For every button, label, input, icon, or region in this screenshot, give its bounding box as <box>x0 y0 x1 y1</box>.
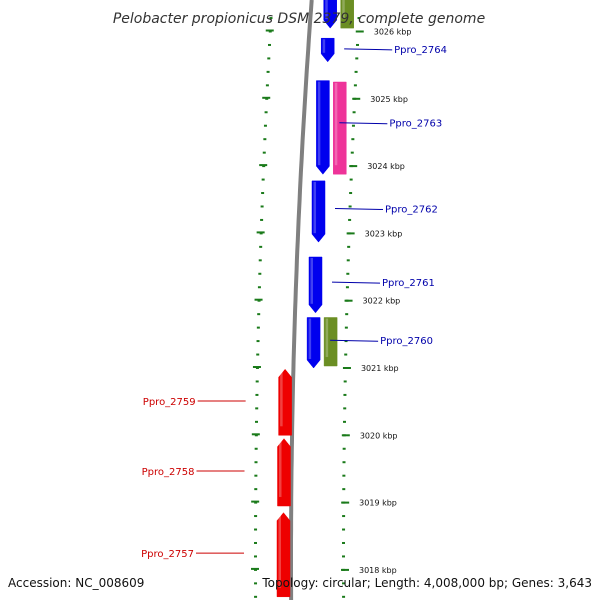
feature-forward-cds-highlight <box>325 0 328 20</box>
gene-label: Ppro_2761 <box>382 278 435 289</box>
feature-ppro-2759-highlight <box>280 370 283 427</box>
gene-label: Ppro_2758 <box>142 467 195 478</box>
tick-label: 3023 kbp <box>365 229 403 238</box>
genome-summary-text: Topology: circular; Length: 4,008,000 bp… <box>261 576 592 590</box>
gene-label: Ppro_2764 <box>394 45 447 56</box>
feature-ppro-2764-highlight <box>322 39 326 53</box>
feature-ppro-2757 <box>276 512 291 598</box>
gene-label: Ppro_2759 <box>143 397 196 408</box>
feature-rna-magenta <box>333 81 347 175</box>
feature-ppro-2758 <box>277 438 291 507</box>
label-leader <box>339 122 388 125</box>
feature-ppro-2758-highlight <box>279 439 282 497</box>
label-layer: Ppro_2764 Ppro_2763 Ppro_2762 Ppro_2761 Ppro… <box>141 45 447 560</box>
backbone-line <box>289 0 314 600</box>
feature-ppro-2760-highlight <box>308 318 312 359</box>
feature-ppro-2763 <box>316 80 330 175</box>
feature-ppro-2759 <box>278 368 292 436</box>
feature-forward-cds <box>323 0 337 29</box>
label-leader <box>335 207 384 210</box>
feature-olive-feature-highlight <box>325 318 329 357</box>
map-title: Pelobacter propionicus DSM 2379, complet… <box>113 11 485 27</box>
feature-rna-magenta-highlight <box>334 82 338 166</box>
tick-label: 3018 kbp <box>359 566 397 575</box>
tick-label: 3024 kbp <box>367 162 405 171</box>
feature-olive-feature-highlight <box>342 0 345 20</box>
tick-label: 3026 kbp <box>374 28 412 37</box>
feature-ppro-2757-highlight <box>278 513 282 588</box>
label-leader <box>330 339 379 342</box>
feature-ppro-2763-highlight <box>317 81 321 166</box>
feature-layer <box>276 0 354 598</box>
gene-label: Ppro_2757 <box>141 549 194 560</box>
feature-olive-feature <box>340 0 354 29</box>
feature-olive-feature <box>323 317 338 367</box>
feature-ppro-2760 <box>306 317 321 369</box>
tick-label: 3022 kbp <box>363 297 401 306</box>
label-leader <box>331 281 381 284</box>
gene-label: Ppro_2762 <box>385 204 438 215</box>
feature-ppro-2761 <box>308 256 323 314</box>
backbone-layer <box>289 0 314 600</box>
feature-ppro-2762 <box>311 180 326 243</box>
label-leader <box>344 48 393 51</box>
tick-label: 3021 kbp <box>361 364 399 373</box>
tick-label: 3020 kbp <box>360 431 398 440</box>
tick-label: 3019 kbp <box>359 499 397 508</box>
gene-label: Ppro_2763 <box>389 119 442 130</box>
tick-label: 3025 kbp <box>370 95 408 104</box>
feature-ppro-2761-highlight <box>310 257 313 304</box>
feature-ppro-2762-highlight <box>313 181 317 234</box>
scale-ticks: 3026 kbp 3025 kbp 3024 kbp 3023 kbp 3022 kbp… <box>251 17 412 598</box>
accession-text: Accession: NC_008609 <box>8 576 144 590</box>
gene-label: Ppro_2760 <box>380 336 433 347</box>
feature-ppro-2764 <box>320 37 335 63</box>
